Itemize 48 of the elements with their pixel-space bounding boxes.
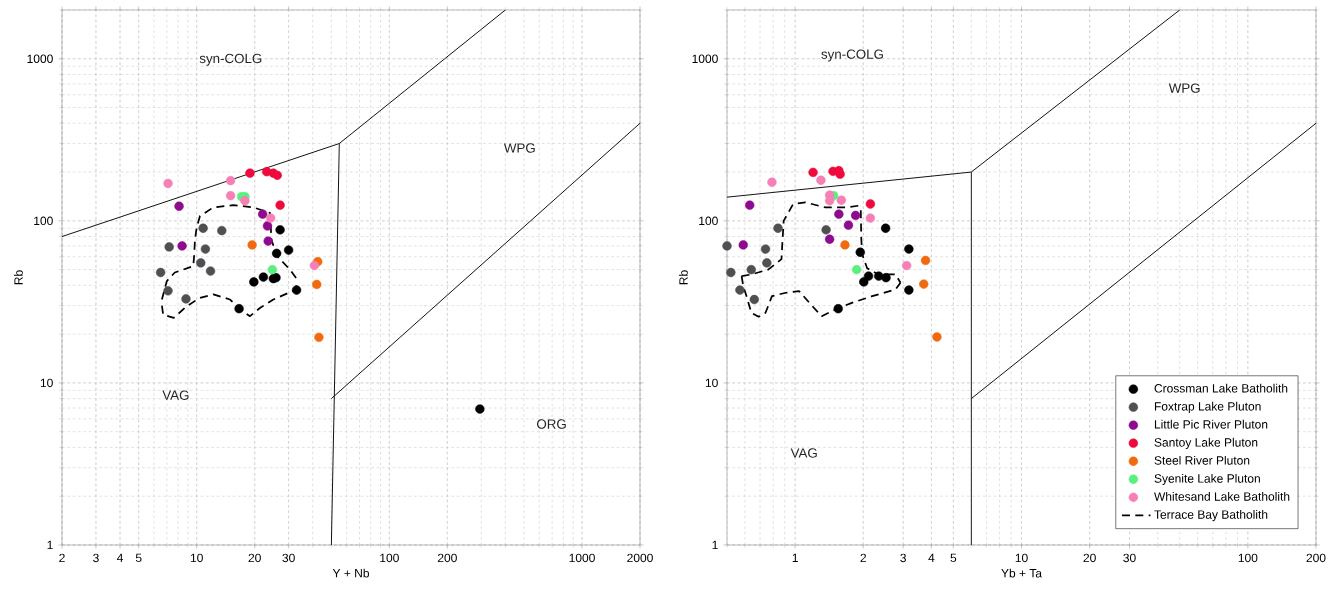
x-tick-label: 10 (190, 553, 203, 563)
x-tick-label: 5 (135, 553, 142, 563)
y-tick-label: 10 (705, 378, 718, 388)
x-tick-label: 4 (116, 553, 123, 562)
x-tick-label: 2 (860, 553, 867, 563)
legend-label: Little Pic River Pluton (1154, 419, 1268, 429)
y-tick-label: 1 (712, 540, 718, 550)
y-tick-label: 100 (699, 216, 718, 226)
y-tick-label: 1 (47, 540, 53, 550)
y-tick-label: 1000 (27, 54, 53, 64)
x-tick-label: 20 (1083, 553, 1096, 563)
x-tick-label: 30 (282, 553, 295, 563)
x-tick-label: 2000 (627, 553, 653, 563)
legend-label: Steel River Pluton (1154, 455, 1250, 465)
y-axis-title: Rb (678, 270, 688, 285)
x-tick-label: 5 (950, 553, 957, 563)
x-tick-label: 200 (437, 553, 457, 563)
legend-label: Santoy Lake Pluton (1154, 437, 1258, 450)
x-tick-label: 2 (59, 553, 65, 563)
annotation: ORG (537, 419, 566, 429)
legend-label: Syenite Lake Pluton (1154, 473, 1260, 486)
annotation: WPG (503, 143, 535, 153)
annotation: syn-COLG (199, 53, 262, 66)
annotation: syn-COLG (821, 49, 883, 62)
y-tick-label: 1000 (692, 54, 718, 64)
legend-label: Crossman Lake Batholith (1154, 383, 1288, 393)
x-tick-label: 1000 (569, 553, 595, 563)
annotation: VAG (790, 448, 817, 458)
x-tick-label: 200 (1306, 553, 1326, 563)
x-tick-label: 30 (1123, 553, 1136, 563)
annotation: WPG (1168, 83, 1200, 93)
x-tick-label: 1 (792, 553, 798, 562)
x-tick-label: 100 (380, 553, 399, 563)
x-tick-label: 4 (928, 553, 935, 562)
legend-label: Whitesand Lake Batholith (1154, 491, 1290, 501)
y-tick-label: 10 (40, 378, 53, 388)
x-tick-label: 20 (248, 553, 261, 563)
x-tick-label: 3 (900, 553, 906, 563)
x-axis-title: Y + Nb (332, 568, 370, 578)
x-tick-label: 10 (1015, 553, 1028, 563)
y-axis-title: Rb (13, 270, 23, 285)
y-tick-label: 100 (34, 216, 53, 226)
legend-label: Terrace Bay Batholith (1154, 509, 1268, 522)
x-tick-label: 100 (1238, 553, 1258, 563)
x-axis-title: Yb + Ta (1001, 568, 1043, 578)
x-tick-label: 3 (93, 553, 99, 563)
annotation: VAG (162, 390, 189, 400)
legend-label: Foxtrap Lake Pluton (1154, 401, 1261, 413)
